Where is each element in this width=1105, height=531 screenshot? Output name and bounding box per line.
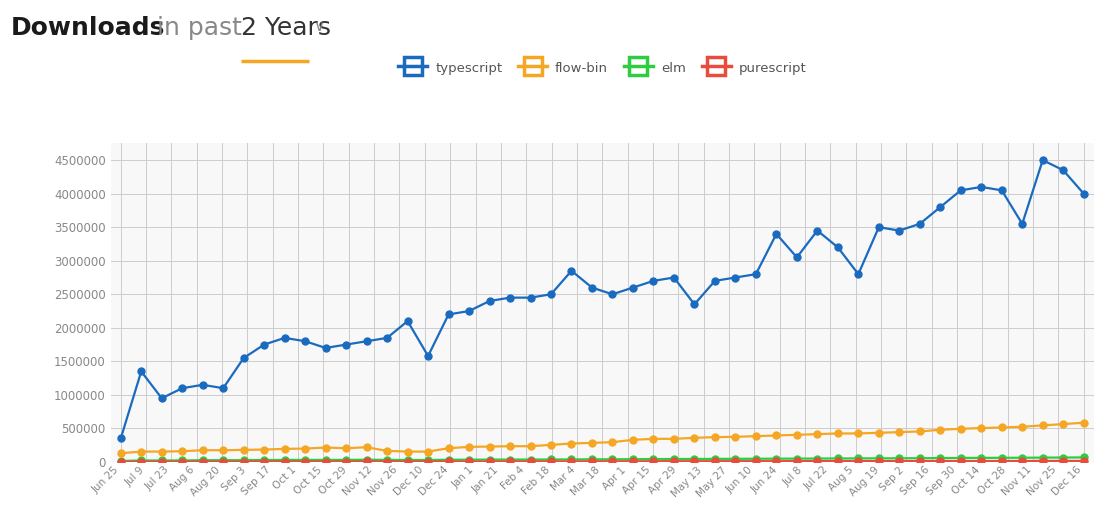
Text: 2 Years: 2 Years	[241, 16, 330, 40]
Text: ∨: ∨	[313, 19, 324, 33]
Legend: typescript, flow-bin, elm, purescript: typescript, flow-bin, elm, purescript	[393, 54, 811, 80]
Text: Downloads: Downloads	[11, 16, 166, 40]
Text: in past: in past	[149, 16, 259, 40]
